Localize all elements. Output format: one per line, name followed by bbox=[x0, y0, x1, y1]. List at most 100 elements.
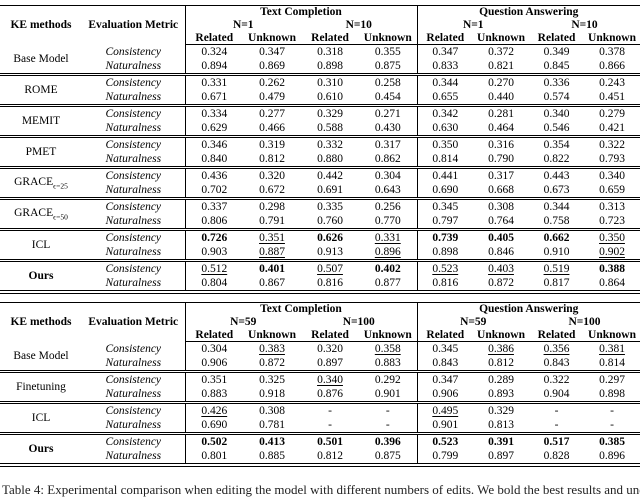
value-cell: 0.797 bbox=[432, 215, 459, 227]
value-cell: 0.313 bbox=[584, 197, 640, 214]
value-cell: 0.799 bbox=[432, 450, 459, 462]
table-row: Base Model Consistency 0.304 0.383 0.320 0.35… bbox=[0, 341, 640, 362]
table-row: Naturalness 0.804 0.867 0.816 0.877 0.816 0.87… bbox=[0, 276, 640, 292]
value-cell: 0.894 bbox=[201, 60, 228, 72]
header-n-group: N=10 bbox=[571, 19, 598, 31]
caption-partial: Table 4: Experimental comparison when ed… bbox=[2, 482, 640, 497]
value-cell: 0.507 bbox=[301, 259, 359, 276]
value-cell: 0.336 bbox=[529, 73, 584, 90]
value-cell: 0.388 bbox=[584, 259, 640, 276]
table-row: Naturalness 0.806 0.791 0.760 0.770 0.797 0.76… bbox=[0, 214, 640, 230]
value-cell: - bbox=[301, 401, 359, 418]
value-cell: 0.413 bbox=[243, 432, 301, 449]
value-cell: 0.279 bbox=[584, 104, 640, 121]
metric-label: Naturalness bbox=[82, 59, 186, 75]
method-label: Ours bbox=[0, 432, 82, 465]
header-related: Related bbox=[417, 328, 473, 342]
header-unknown: Unknown bbox=[584, 328, 640, 342]
value-cell: 0.902 bbox=[599, 246, 625, 258]
value-cell: 0.396 bbox=[359, 432, 418, 449]
value-cell: 0.662 bbox=[529, 228, 584, 245]
header-ke-methods: KE methods bbox=[10, 19, 72, 32]
value-cell: 0.843 bbox=[432, 357, 459, 369]
metric-label: Naturalness bbox=[82, 418, 186, 434]
value-cell: 0.846 bbox=[488, 246, 514, 258]
value-cell: 0.345 bbox=[417, 197, 473, 214]
value-cell: 0.643 bbox=[359, 183, 418, 199]
value-cell: 0.574 bbox=[543, 91, 570, 103]
value-cell: 0.378 bbox=[599, 46, 625, 58]
value-cell: 0.426 bbox=[185, 401, 243, 418]
table-row: GRACEϵ=50 Consistency 0.337 0.298 0.335 0.256… bbox=[0, 197, 640, 230]
value-cell: 0.308 bbox=[243, 401, 301, 418]
value-cell: 0.308 bbox=[473, 197, 529, 214]
value-cell: 0.350 bbox=[584, 228, 640, 245]
value-cell: 0.337 bbox=[185, 197, 243, 214]
value-cell: 0.262 bbox=[243, 73, 301, 90]
table-row: ROME Consistency 0.331 0.262 0.310 0.258 0.344… bbox=[0, 73, 640, 106]
metric-label: Consistency bbox=[82, 44, 186, 59]
value-cell: 0.875 bbox=[359, 449, 418, 465]
value-cell: 0.372 bbox=[488, 46, 514, 58]
header-text-completion: Text Completion bbox=[185, 302, 418, 316]
metric-label: Consistency bbox=[82, 135, 186, 152]
value-cell: 0.906 bbox=[201, 357, 228, 369]
value-cell: 0.690 bbox=[201, 419, 228, 431]
value-cell: 0.877 bbox=[359, 276, 418, 292]
value-cell: 0.869 bbox=[259, 60, 285, 72]
value-cell: 0.325 bbox=[243, 370, 301, 387]
value-cell: 0.875 bbox=[359, 59, 418, 75]
value-cell: 0.454 bbox=[359, 90, 418, 106]
value-cell: 0.913 bbox=[317, 246, 343, 258]
value-cell: 0.880 bbox=[317, 153, 343, 165]
value-cell: 0.672 bbox=[259, 184, 285, 196]
metric-label: Consistency bbox=[82, 432, 186, 449]
header-unknown: Unknown bbox=[243, 31, 301, 45]
value-cell: 0.356 bbox=[543, 343, 570, 355]
value-cell: 0.817 bbox=[543, 277, 570, 289]
metric-label: Consistency bbox=[82, 73, 186, 90]
value-cell: 0.910 bbox=[543, 246, 570, 258]
value-cell: 0.668 bbox=[488, 184, 514, 196]
header-evaluation-metric: Evaluation Metric bbox=[82, 302, 186, 342]
value-cell: 0.391 bbox=[473, 432, 529, 449]
value-cell: 0.381 bbox=[599, 343, 625, 355]
method-label: GRACEϵ=25 bbox=[0, 166, 82, 199]
value-cell: 0.897 bbox=[317, 357, 343, 369]
value-cell: 0.479 bbox=[259, 91, 285, 103]
value-cell: 0.901 bbox=[359, 387, 418, 403]
value-cell: 0.726 bbox=[185, 228, 243, 245]
value-cell: 0.833 bbox=[432, 60, 459, 72]
value-cell: 0.812 bbox=[259, 153, 285, 165]
value-cell: 0.546 bbox=[543, 122, 570, 134]
header-unknown: Unknown bbox=[473, 328, 529, 342]
metric-label: Consistency bbox=[82, 166, 186, 183]
table-row: Naturalness 0.903 0.887 0.913 0.896 0.898 0.84… bbox=[0, 245, 640, 261]
table-row: Ours Consistency 0.512 0.401 0.507 0.402 0.523… bbox=[0, 259, 640, 292]
value-cell: 0.791 bbox=[259, 215, 285, 227]
value-cell: 0.610 bbox=[317, 91, 343, 103]
value-cell: 0.896 bbox=[599, 450, 625, 462]
table-row: Naturalness 0.894 0.869 0.898 0.875 0.833 0.82… bbox=[0, 59, 640, 75]
value-cell: 0.845 bbox=[543, 60, 570, 72]
value-cell: 0.691 bbox=[317, 184, 343, 196]
value-cell: 0.502 bbox=[185, 432, 243, 449]
value-cell: 0.442 bbox=[301, 166, 359, 183]
metric-label: Naturalness bbox=[82, 387, 186, 403]
value-cell: 0.310 bbox=[301, 73, 359, 90]
value-cell: 0.322 bbox=[529, 370, 584, 387]
value-cell: 0.903 bbox=[201, 246, 228, 258]
value-cell: 0.821 bbox=[488, 60, 514, 72]
value-cell: 0.816 bbox=[317, 277, 343, 289]
value-cell: 0.401 bbox=[243, 259, 301, 276]
value-cell: 0.588 bbox=[317, 122, 343, 134]
value-cell: 0.843 bbox=[543, 357, 570, 369]
header-related: Related bbox=[301, 328, 359, 342]
value-cell: 0.723 bbox=[599, 215, 625, 227]
metric-label: Consistency bbox=[82, 104, 186, 121]
value-cell: 0.828 bbox=[543, 450, 570, 462]
table-row: Finetuning Consistency 0.351 0.325 0.340 0.29… bbox=[0, 370, 640, 403]
value-cell: 0.814 bbox=[599, 357, 625, 369]
value-cell: 0.517 bbox=[529, 432, 584, 449]
